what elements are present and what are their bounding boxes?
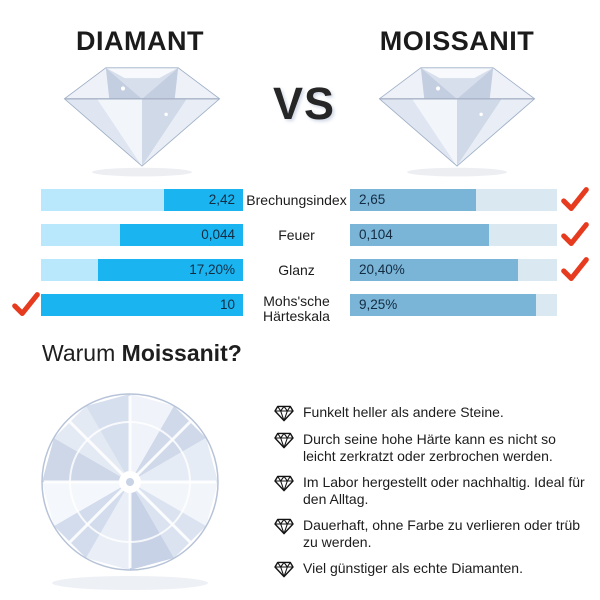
diamant-value: 0,044 bbox=[201, 227, 235, 242]
vs-label: VS bbox=[272, 78, 336, 129]
metric-label: Brechungsindex bbox=[246, 191, 347, 208]
moissanit-value: 20,40% bbox=[359, 262, 405, 277]
why-prefix: Warum bbox=[42, 340, 122, 366]
moissanit-bar: 0,104 bbox=[350, 224, 557, 246]
benefit-text: Funkelt heller als andere Steine. bbox=[303, 404, 504, 420]
moissanit-title: MOISSANIT bbox=[379, 26, 535, 56]
benefit-text: Dauerhaft, ohne Farbe zu verlieren oder … bbox=[303, 517, 581, 550]
comparison-row-brechungsindex: 2,42 Brechungsindex 2,65 bbox=[0, 189, 600, 211]
benefit-item: Durch seine hohe Härte kann es nicht so … bbox=[274, 431, 586, 465]
moissanit-bar: 2,65 bbox=[350, 189, 557, 211]
benefit-text: Durch seine hohe Härte kann es nicht so … bbox=[303, 431, 556, 464]
benefits-list: Funkelt heller als andere Steine. Durch … bbox=[274, 404, 586, 587]
comparison-row-feuer: 0,044 Feuer 0,104 bbox=[0, 224, 600, 246]
gem-outline-icon bbox=[274, 432, 294, 449]
benefit-item: Im Labor hergestellt oder nachhaltig. Id… bbox=[274, 474, 586, 508]
moissanit-value: 0,104 bbox=[359, 227, 393, 242]
comparison-row-haerteskala: 10 Mohs'sche Härteskala 9,25% bbox=[0, 291, 600, 324]
benefit-item: Dauerhaft, ohne Farbe zu verlieren oder … bbox=[274, 517, 586, 551]
diamant-bar: 10 bbox=[41, 294, 243, 316]
gem-outline-icon bbox=[274, 518, 294, 535]
comparison-row-glanz: 17,20% Glanz 20,40% bbox=[0, 259, 600, 281]
moissanit-bar: 9,25% bbox=[350, 294, 557, 316]
winner-check-icon bbox=[11, 291, 41, 319]
benefit-item: Funkelt heller als andere Steine. bbox=[274, 404, 586, 422]
round-diamond-image bbox=[28, 386, 232, 596]
moissanit-value: 2,65 bbox=[359, 192, 386, 207]
benefit-text: Im Labor hergestellt oder nachhaltig. Id… bbox=[303, 474, 585, 507]
winner-check-icon bbox=[560, 186, 590, 214]
diamant-bar: 2,42 bbox=[41, 189, 243, 211]
diamant-bar: 0,044 bbox=[41, 224, 243, 246]
diamant-bar: 17,20% bbox=[41, 259, 243, 281]
gem-outline-icon bbox=[274, 475, 294, 492]
diamant-value: 2,42 bbox=[208, 192, 235, 207]
diamant-value: 17,20% bbox=[189, 262, 235, 277]
winner-check-icon bbox=[560, 256, 590, 284]
gem-outline-icon bbox=[274, 561, 294, 578]
why-highlight: Moissanit? bbox=[121, 340, 242, 366]
winner-check-icon bbox=[560, 221, 590, 249]
moissanit-value: 9,25% bbox=[359, 297, 398, 312]
diamant-title: DIAMANT bbox=[76, 26, 204, 56]
metric-label: Glanz bbox=[278, 261, 315, 278]
metric-label: Feuer bbox=[278, 226, 315, 243]
moissanit-gem-image bbox=[367, 54, 547, 179]
moissanit-bar: 20,40% bbox=[350, 259, 557, 281]
benefit-text: Viel günstiger als echte Diamanten. bbox=[303, 560, 523, 576]
diamant-gem-image bbox=[52, 54, 232, 179]
diamant-value: 10 bbox=[219, 297, 235, 312]
gem-outline-icon bbox=[274, 405, 294, 422]
metric-label: Mohs'sche Härteskala bbox=[263, 293, 330, 324]
benefit-item: Viel günstiger als echte Diamanten. bbox=[274, 560, 586, 578]
why-moissanit-heading: Warum Moissanit? bbox=[42, 340, 242, 367]
